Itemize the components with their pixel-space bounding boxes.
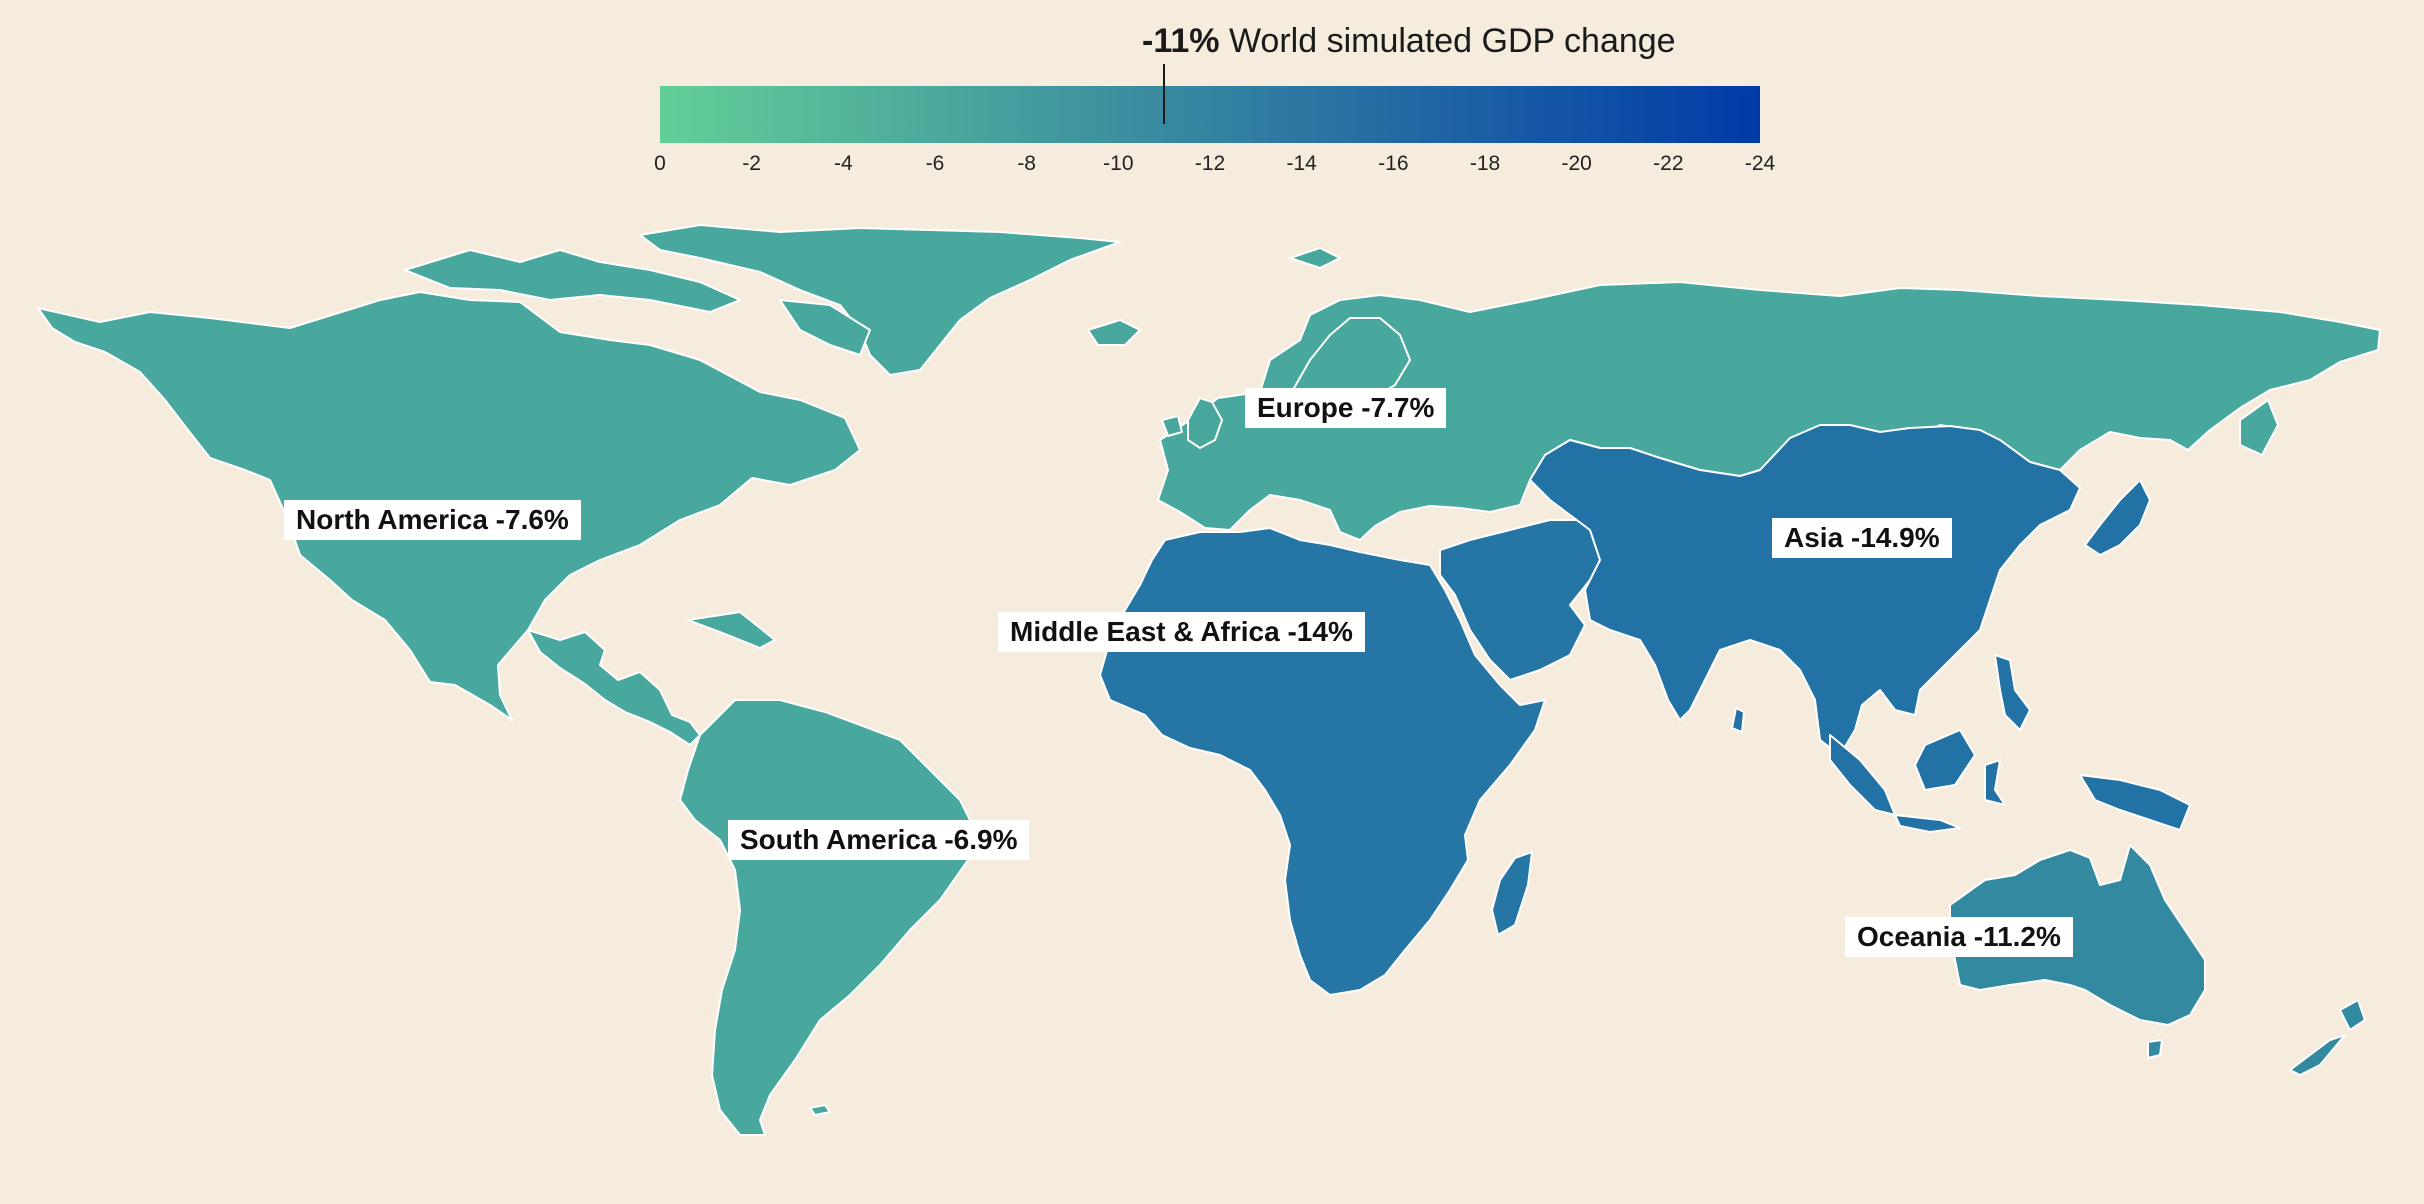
iceland-shape [1087,319,1141,346]
legend-tick-label: -14 [1286,152,1317,175]
baffin-island-shape [779,299,871,356]
central-america-shape [527,629,701,746]
new-zealand-shape [2289,999,2366,1076]
legend-tick-label: 0 [654,152,666,175]
label-oceania: Oceania -11.2% [1845,917,2073,957]
legend-tick-label: -6 [925,152,945,175]
arctic-islands-shape [404,249,741,313]
label-north-america: North America -7.6% [284,500,581,540]
legend-tick-label: -4 [833,152,853,175]
madagascar-shape [1491,851,1533,936]
asia-mainland-shape [1529,424,2081,756]
legend-tick-label: -20 [1561,152,1592,175]
philippines-shape [1994,654,2031,731]
legend-tick-label: -10 [1103,152,1134,175]
legend-tick-label: -16 [1378,152,1409,175]
sumatra-shape [1829,734,1896,816]
middle-east-shape [1439,519,1621,681]
region-north-america[interactable] [37,224,1121,746]
label-europe: Europe -7.7% [1245,388,1447,428]
region-asia[interactable] [1529,424,2191,833]
british-isles-shape [1161,397,1223,449]
legend-gradient-bar [660,86,1760,143]
world-average-marker [1163,64,1166,124]
world-gdp-value: -11% [1142,22,1220,60]
legend-tick-label: -8 [1017,152,1036,175]
borneo-shape [1914,729,1976,791]
falklands-shape [809,1104,831,1116]
legend-tick-label: -12 [1194,152,1226,175]
region-oceania[interactable] [1949,844,2366,1076]
caribbean-shape [687,611,776,649]
region-south-america[interactable] [679,699,976,1136]
japan-shape [2084,479,2151,556]
label-middle-east-africa: Middle East & Africa -14% [998,612,1365,652]
label-asia: Asia -14.9% [1772,518,1952,558]
label-south-america: South America -6.9% [728,820,1030,860]
legend-title: -11% World simulated GDP change [1142,22,1676,61]
svalbard-shape [1289,247,1341,269]
java-shape [1894,814,1961,833]
australia-shape [1949,844,2206,1026]
legend-title-text: World simulated GDP change [1228,22,1676,60]
kamchatka-shape [2239,399,2279,456]
tasmania-shape [2147,1039,2163,1059]
new-guinea-shape [2079,774,2191,831]
greenland-shape [639,224,1121,376]
legend-tick-label: -24 [1744,152,1776,175]
region-middle-east-africa[interactable] [1099,519,1621,996]
legend-tick-label: -22 [1653,152,1684,175]
color-legend: -11% World simulated GDP change 0 -2 -4 -6 -… [0,0,2424,200]
south-america-shape [679,699,976,1136]
legend-tick-label: -2 [742,152,761,175]
sulawesi-shape [1984,759,2006,806]
europe-russia-shape [1157,281,2381,541]
sri-lanka-shape [1731,707,1745,733]
legend-tick-label: -18 [1469,152,1501,175]
